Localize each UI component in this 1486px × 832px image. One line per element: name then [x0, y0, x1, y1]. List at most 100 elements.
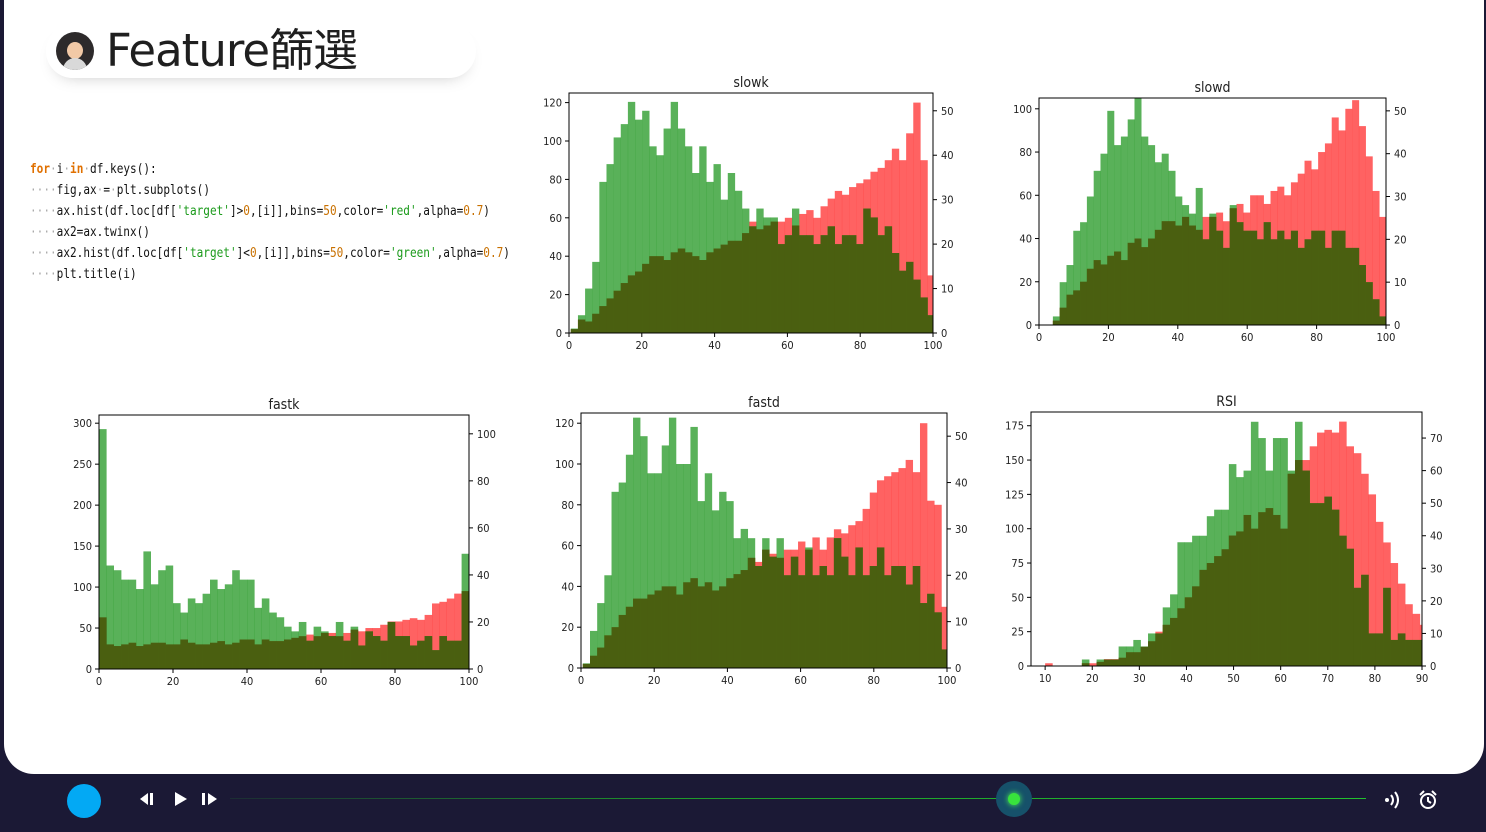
audio-waves-icon[interactable]	[1382, 789, 1404, 816]
overlap-bar	[1287, 473, 1296, 666]
overlap-bar	[409, 645, 418, 669]
overlap-bar	[1345, 247, 1353, 325]
overlap-bar	[1368, 633, 1377, 666]
overlap-bar	[446, 640, 455, 669]
green-bar	[704, 473, 713, 668]
overlap-bar	[726, 578, 734, 668]
y-left-tick-label: 40	[561, 580, 574, 593]
green-bar	[699, 146, 707, 333]
axes-frame	[1030, 411, 1423, 667]
y-right-tick-label: 0	[1394, 319, 1400, 332]
overlap-bar	[1311, 230, 1319, 325]
overlap-bar	[1324, 496, 1332, 666]
y-right-tick-label: 50	[1394, 105, 1407, 118]
overlap-bar	[1379, 316, 1386, 325]
y-right-tick-label: 30	[941, 194, 954, 207]
overlap-bar	[625, 606, 634, 668]
overlap-bar	[841, 556, 849, 668]
overlap-bar	[1236, 531, 1244, 666]
play-icon[interactable]	[172, 789, 190, 815]
overlap-bar	[1059, 307, 1067, 325]
overlap-bar	[1148, 641, 1156, 666]
overlap-bar	[269, 641, 277, 669]
overlap-bar	[1093, 260, 1101, 325]
overlap-bar	[749, 226, 757, 333]
overlap-bar	[719, 586, 727, 668]
overlap-bar	[1304, 239, 1312, 325]
green-bar	[1073, 230, 1081, 325]
overlap-bar	[699, 260, 707, 333]
progress-track[interactable]	[230, 798, 1366, 799]
overlap-bar	[1390, 639, 1399, 666]
y-right-tick-label: 0	[477, 663, 483, 676]
overlap-bar	[891, 566, 899, 668]
overlap-bar	[834, 244, 843, 333]
skip-forward-icon[interactable]	[200, 789, 222, 815]
overlap-bar	[784, 235, 793, 333]
x-tick-label: 100	[938, 674, 957, 687]
y-left-tick-label: 40	[549, 250, 562, 263]
y-left-tick-label: 150	[73, 540, 92, 553]
overlap-bar	[1263, 222, 1271, 325]
overlap-bar	[927, 315, 933, 333]
overlap-bar	[769, 556, 777, 668]
green-bar	[1114, 145, 1122, 325]
overlap-bar	[1270, 239, 1278, 325]
green-bar	[1118, 646, 1127, 666]
x-tick-label: 40	[1172, 331, 1185, 344]
y-left-tick-label: 20	[561, 621, 574, 634]
x-tick-label: 60	[1241, 331, 1254, 344]
overlap-bar	[633, 598, 641, 668]
overlap-bar	[812, 575, 820, 668]
overlap-bar	[1133, 652, 1141, 666]
overlap-bar	[920, 297, 928, 333]
progress-knob[interactable]	[1007, 793, 1020, 805]
red-bar	[432, 603, 440, 669]
y-left-tick-label: 0	[556, 327, 562, 340]
y-left-tick-label: 120	[543, 97, 562, 110]
y-left-tick-label: 0	[568, 662, 574, 675]
overlap-bar	[727, 240, 736, 333]
overlap-bar	[217, 641, 225, 669]
overlap-bar	[690, 578, 698, 668]
overlap-bar	[1081, 663, 1090, 666]
green-bar	[599, 181, 607, 333]
overlap-bar	[1214, 556, 1222, 666]
code-line: ····ax2.hist(df.loc[df['target']<0,[i]],…	[30, 245, 510, 261]
overlap-bar	[1184, 597, 1193, 666]
overlap-bar	[461, 591, 469, 669]
green-bar	[247, 579, 255, 669]
green-bar	[606, 164, 614, 333]
overlap-bar	[328, 636, 336, 669]
overlap-bar	[1066, 294, 1074, 325]
overlap-bar	[599, 306, 607, 333]
overlap-bar	[239, 639, 248, 669]
green-bar	[1449, 663, 1457, 666]
overlap-bar	[1297, 247, 1305, 325]
overlap-bar	[941, 649, 947, 668]
overlap-bar	[870, 217, 878, 333]
green-bar	[692, 173, 700, 333]
overlap-bar	[1161, 221, 1169, 325]
overlap-bar	[733, 574, 741, 668]
green-bar	[676, 464, 684, 668]
plot-area	[1038, 97, 1387, 326]
alarm-clock-icon[interactable]	[1417, 789, 1439, 816]
chart-title: fastd	[748, 395, 780, 411]
y-right-tick-label: 30	[955, 523, 968, 536]
y-left-tick-label: 100	[1013, 103, 1032, 116]
overlap-bar	[1195, 229, 1203, 325]
overlap-bar	[321, 632, 329, 669]
presenter-button[interactable]	[67, 784, 101, 818]
overlap-bar	[1216, 230, 1224, 325]
skip-back-icon[interactable]	[137, 789, 157, 815]
red-bar	[1331, 117, 1339, 325]
overlap-bar	[1192, 586, 1200, 666]
green-bar	[627, 101, 636, 333]
red-bar	[1361, 473, 1369, 666]
red-bar	[920, 160, 928, 333]
overlap-bar	[1188, 225, 1196, 325]
overlap-bar	[1206, 563, 1215, 666]
green-bar	[269, 612, 277, 669]
